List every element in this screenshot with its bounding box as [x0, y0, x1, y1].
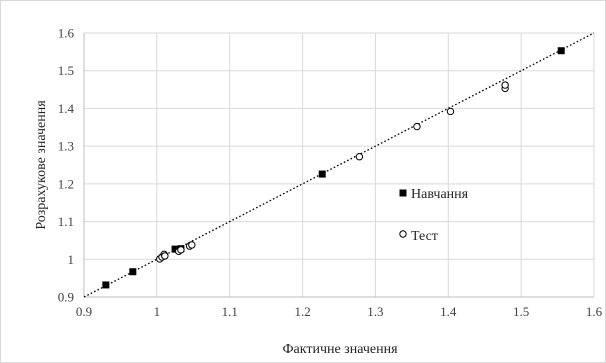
- y-axis-title: Розрахукове значення: [34, 100, 49, 230]
- legend-label-test: Тест: [411, 229, 438, 244]
- x-tick-label: 1.2: [294, 304, 310, 319]
- legend-marker-train: [399, 189, 407, 197]
- trendline: [83, 32, 595, 298]
- point-train: [102, 281, 110, 289]
- x-tick-label: 1.5: [513, 304, 529, 319]
- trendline-group: [83, 32, 595, 298]
- x-tick-label: 1: [154, 304, 161, 319]
- point-test: [355, 153, 364, 161]
- x-tick-label: 1.4: [440, 304, 457, 319]
- y-tick-label: 1: [68, 252, 75, 267]
- x-tick-label: 0.9: [76, 304, 92, 319]
- point-test: [161, 252, 169, 260]
- y-tick-label: 1.2: [58, 176, 74, 191]
- y-tick-label: 1.6: [58, 26, 75, 41]
- point-train: [171, 245, 179, 253]
- y-tick-label: 1.5: [58, 63, 74, 78]
- x-axis-title: Фактичне значення: [282, 342, 398, 357]
- axes: [83, 33, 594, 298]
- point-test: [188, 241, 196, 249]
- point-test: [177, 246, 185, 254]
- tick-labels: 0.9 1 1.1 1.2 1.3 1.4 1.5 1.6 0.9 1 1.1 1.2 1.3 1.4 1.…: [58, 26, 603, 320]
- y-tick-label: 1.4: [58, 101, 75, 116]
- x-tick-label: 1.6: [586, 304, 603, 319]
- point-train: [557, 47, 565, 55]
- legend: Навчання Тест: [399, 187, 469, 244]
- x-tick-label: 1.3: [367, 304, 383, 319]
- legend-marker-test: [399, 230, 407, 238]
- point-test: [413, 122, 421, 131]
- point-train: [129, 268, 137, 276]
- legend-label-train: Навчання: [411, 187, 469, 202]
- gridlines: [84, 32, 595, 297]
- point-test: [446, 107, 455, 116]
- y-tick-label: 0.9: [58, 290, 74, 305]
- data-points: [102, 47, 565, 289]
- y-tick-label: 1.1: [58, 214, 74, 229]
- x-tick-label: 1.1: [222, 304, 238, 319]
- y-tick-label: 1.3: [58, 139, 74, 154]
- point-test: [501, 81, 509, 89]
- point-train: [318, 170, 326, 178]
